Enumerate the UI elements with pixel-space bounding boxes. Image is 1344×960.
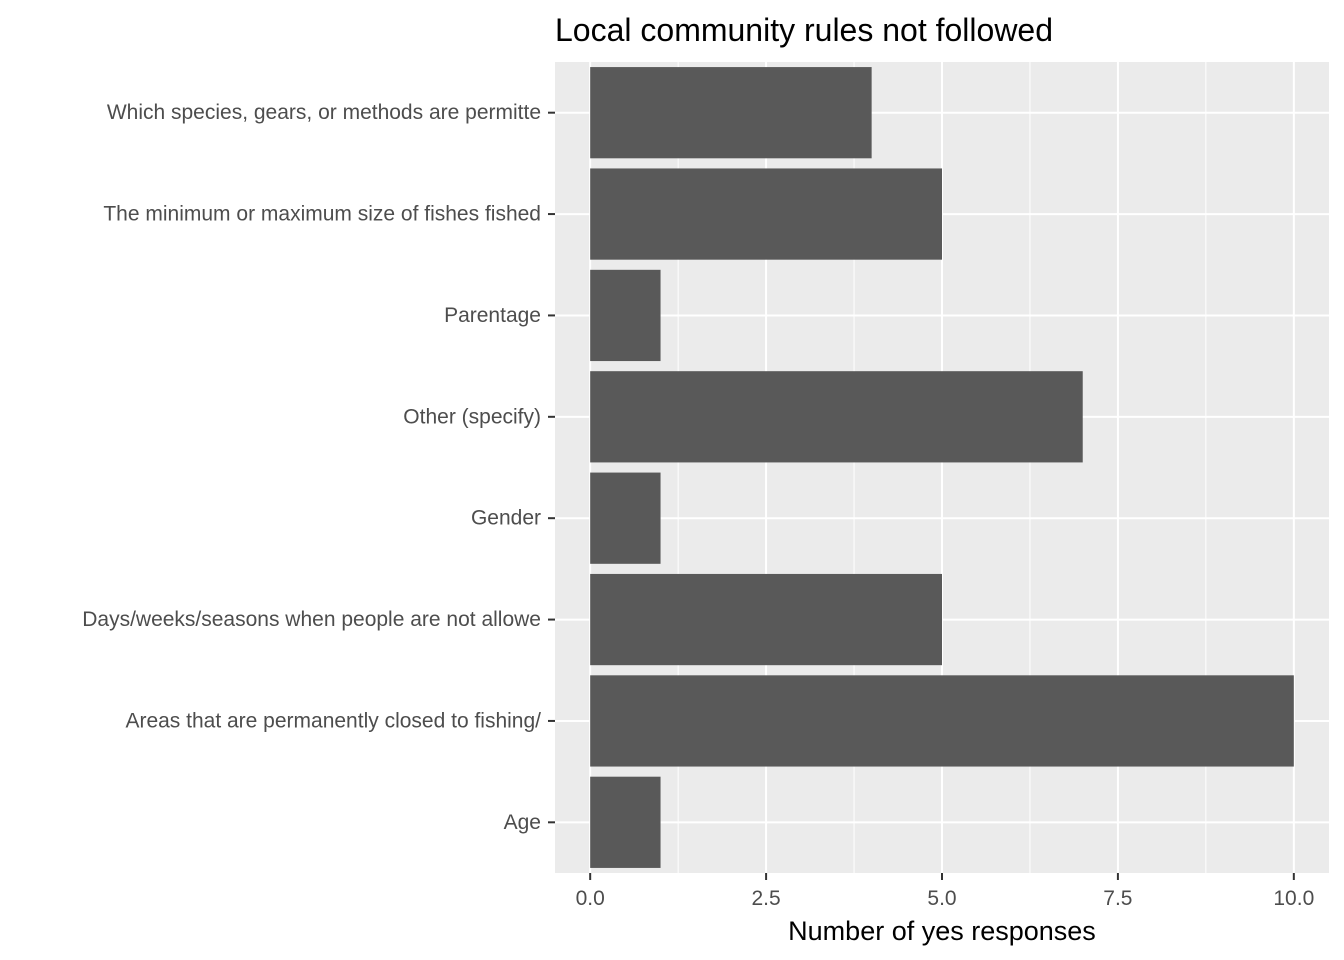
y-tick-label: Which species, gears, or methods are per… (107, 101, 541, 124)
x-tick-label: 0.0 (576, 887, 605, 910)
bar (590, 573, 942, 666)
bar (590, 776, 661, 868)
y-tick-label: Parentage (444, 304, 541, 327)
y-tick-label: Areas that are permanently closed to fis… (125, 709, 541, 732)
bar (590, 168, 942, 260)
bar (590, 472, 661, 564)
chart-title: Local community rules not followed (555, 12, 1053, 48)
bar (590, 269, 661, 362)
x-axis: 0.0 2.5 5.0 7.5 10.0 (576, 873, 1314, 910)
bar (590, 675, 1294, 767)
x-tick-label: 7.5 (1103, 887, 1132, 910)
x-tick-label: 10.0 (1273, 887, 1314, 910)
x-tick-label: 2.5 (751, 887, 780, 910)
bars (590, 67, 1294, 868)
y-tick-label: Days/weeks/seasons when people are not a… (82, 608, 541, 631)
y-tick-label: Other (specify) (403, 405, 541, 428)
y-tick-label: Age (504, 811, 541, 834)
y-tick-label: Gender (471, 507, 541, 530)
bar (590, 67, 872, 159)
bar (590, 371, 1083, 463)
x-axis-title: Number of yes responses (788, 916, 1096, 946)
x-tick-label: 5.0 (927, 887, 956, 910)
y-tick-label: The minimum or maximum size of fishes fi… (103, 203, 541, 226)
y-axis: Which species, gears, or methods are per… (82, 101, 555, 834)
